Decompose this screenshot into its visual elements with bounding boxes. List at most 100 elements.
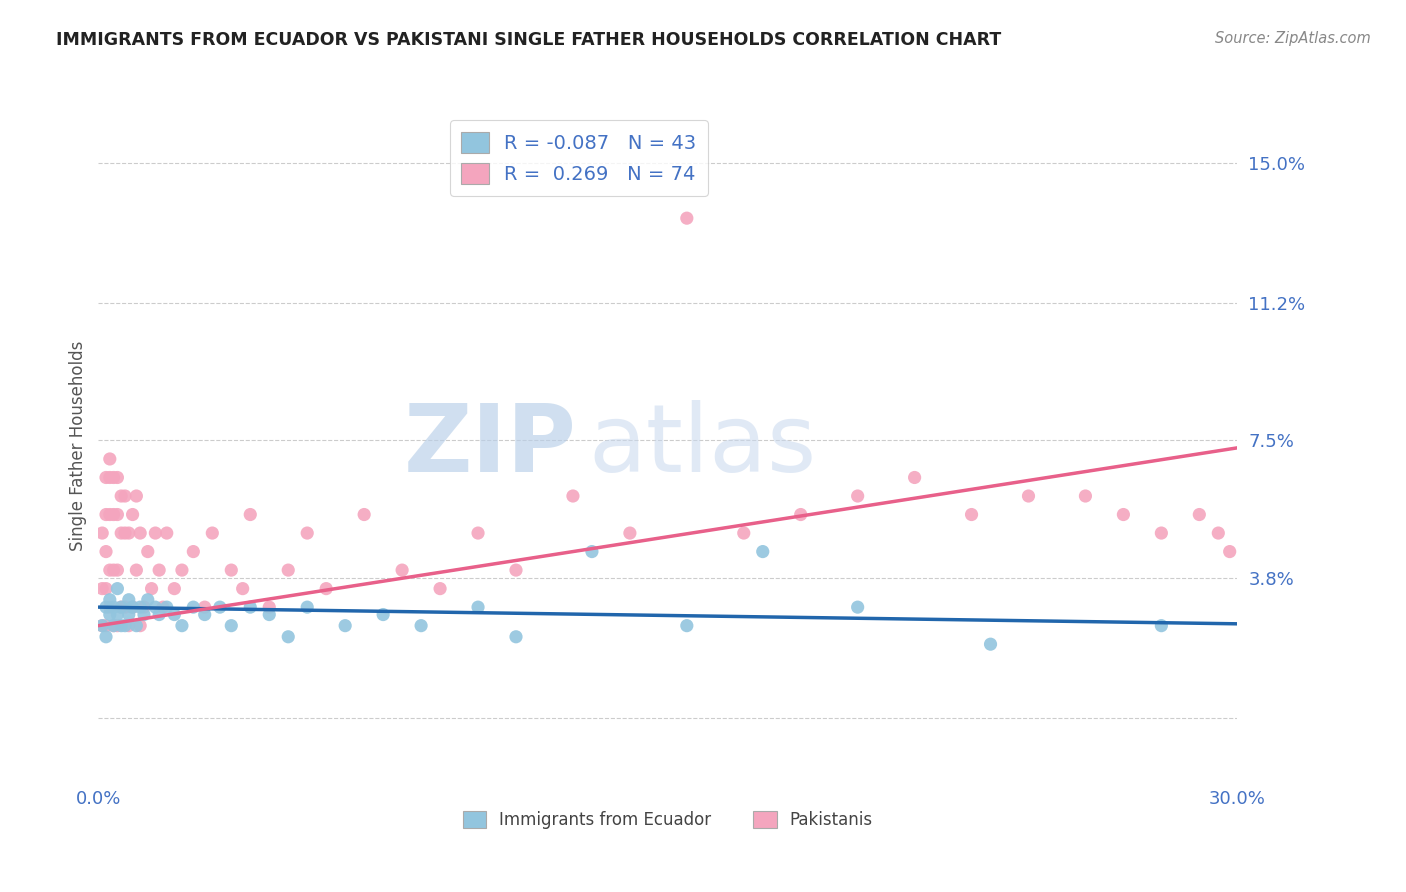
Text: ZIP: ZIP	[404, 400, 576, 492]
Point	[103, 508, 125, 522]
Point	[136, 544, 159, 558]
Point	[790, 508, 813, 522]
Point	[562, 489, 585, 503]
Text: Source: ZipAtlas.com: Source: ZipAtlas.com	[1215, 31, 1371, 46]
Point	[170, 563, 193, 577]
Point	[208, 600, 231, 615]
Point	[94, 630, 117, 644]
Point	[94, 582, 117, 596]
Y-axis label: Single Father Households: Single Father Households	[69, 341, 87, 551]
Point	[110, 526, 132, 541]
Point	[676, 618, 699, 632]
Point	[107, 563, 129, 577]
Point	[91, 618, 114, 632]
Point	[132, 600, 155, 615]
Point	[183, 600, 205, 615]
Point	[107, 582, 129, 596]
Point	[94, 470, 117, 484]
Point	[846, 489, 869, 503]
Point	[125, 563, 148, 577]
Point	[145, 600, 167, 615]
Point	[1208, 526, 1230, 541]
Point	[467, 600, 489, 615]
Point	[110, 489, 132, 503]
Point	[371, 607, 394, 622]
Point	[94, 618, 117, 632]
Point	[1188, 508, 1211, 522]
Point	[259, 600, 281, 615]
Point	[129, 618, 152, 632]
Text: atlas: atlas	[588, 400, 817, 492]
Point	[107, 607, 129, 622]
Point	[107, 618, 129, 632]
Point	[98, 508, 121, 522]
Point	[110, 600, 132, 615]
Point	[1018, 489, 1040, 503]
Point	[107, 470, 129, 484]
Point	[1074, 489, 1097, 503]
Point	[1112, 508, 1135, 522]
Point	[979, 637, 1001, 651]
Point	[411, 618, 433, 632]
Point	[103, 563, 125, 577]
Point	[91, 526, 114, 541]
Point	[391, 563, 413, 577]
Point	[170, 618, 193, 632]
Point	[103, 470, 125, 484]
Point	[277, 630, 299, 644]
Point	[132, 607, 155, 622]
Point	[619, 526, 641, 541]
Point	[118, 607, 141, 622]
Point	[1150, 526, 1173, 541]
Point	[94, 508, 117, 522]
Point	[152, 600, 174, 615]
Point	[467, 526, 489, 541]
Legend: Immigrants from Ecuador, Pakistanis: Immigrants from Ecuador, Pakistanis	[454, 803, 882, 838]
Point	[194, 607, 217, 622]
Point	[103, 618, 125, 632]
Point	[110, 600, 132, 615]
Point	[183, 544, 205, 558]
Point	[752, 544, 775, 558]
Point	[148, 607, 170, 622]
Point	[129, 526, 152, 541]
Point	[156, 600, 179, 615]
Point	[163, 607, 186, 622]
Point	[98, 592, 121, 607]
Point	[121, 600, 143, 615]
Point	[221, 563, 243, 577]
Point	[581, 544, 603, 558]
Point	[129, 600, 152, 615]
Point	[118, 592, 141, 607]
Point	[505, 563, 527, 577]
Point	[98, 600, 121, 615]
Point	[201, 526, 224, 541]
Point	[676, 211, 699, 226]
Point	[297, 600, 319, 615]
Point	[145, 526, 167, 541]
Point	[1219, 544, 1241, 558]
Point	[733, 526, 755, 541]
Point	[110, 618, 132, 632]
Point	[98, 607, 121, 622]
Point	[114, 618, 136, 632]
Point	[94, 600, 117, 615]
Point	[297, 526, 319, 541]
Point	[315, 582, 337, 596]
Point	[1150, 618, 1173, 632]
Point	[118, 526, 141, 541]
Point	[136, 592, 159, 607]
Point	[103, 600, 125, 615]
Point	[125, 618, 148, 632]
Point	[141, 582, 163, 596]
Point	[163, 582, 186, 596]
Point	[98, 452, 121, 467]
Point	[353, 508, 375, 522]
Point	[148, 563, 170, 577]
Point	[91, 582, 114, 596]
Point	[125, 489, 148, 503]
Point	[846, 600, 869, 615]
Point	[98, 470, 121, 484]
Point	[94, 544, 117, 558]
Point	[114, 489, 136, 503]
